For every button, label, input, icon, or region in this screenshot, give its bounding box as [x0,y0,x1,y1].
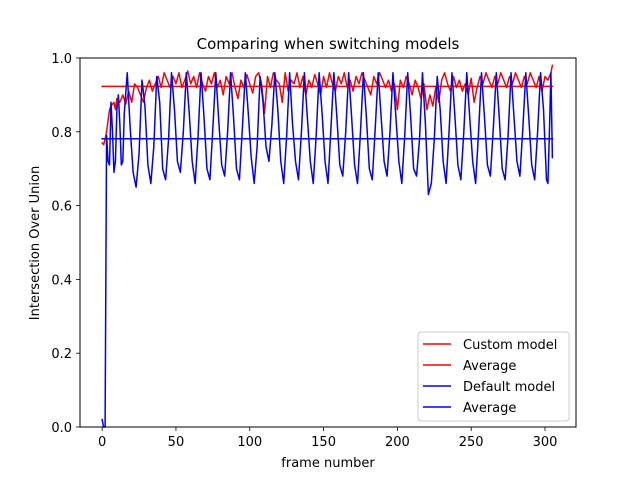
y-tick-label: 0.4 [51,273,72,288]
legend-label: Default model [463,380,555,395]
legend-items: Custom model Average Default model Average [423,338,557,416]
y-axis-ticks: 0.0 0.2 0.4 0.6 0.8 1.0 [51,52,80,436]
y-tick-label: 0.6 [51,200,72,215]
y-tick-label: 0.8 [51,126,72,141]
legend-label: Average [463,401,516,416]
x-tick-label: 150 [311,435,336,450]
x-axis-ticks: 0 50 100 150 200 250 300 [98,427,557,450]
plot-lines [101,64,554,428]
y-tick-label: 1.0 [51,52,72,67]
legend-label: Average [463,359,516,374]
x-tick-label: 100 [237,435,262,450]
x-tick-label: 50 [168,435,185,450]
y-tick-label: 0.0 [51,421,72,436]
legend-box [417,331,570,422]
x-tick-label: 0 [98,435,106,450]
plot-area-frame [79,57,577,428]
legend: Custom model Average Default model Average [417,331,570,422]
x-axis-label: frame number [281,456,375,471]
x-tick-label: 300 [533,435,558,450]
y-tick-label: 0.2 [51,347,72,362]
chart-title: Comparing when switching models [197,35,460,53]
y-axis-label: Intersection Over Union [28,166,43,320]
x-tick-label: 200 [385,435,410,450]
x-tick-label: 250 [459,435,484,450]
legend-label: Custom model [463,338,557,353]
series-line-2 [101,72,554,428]
